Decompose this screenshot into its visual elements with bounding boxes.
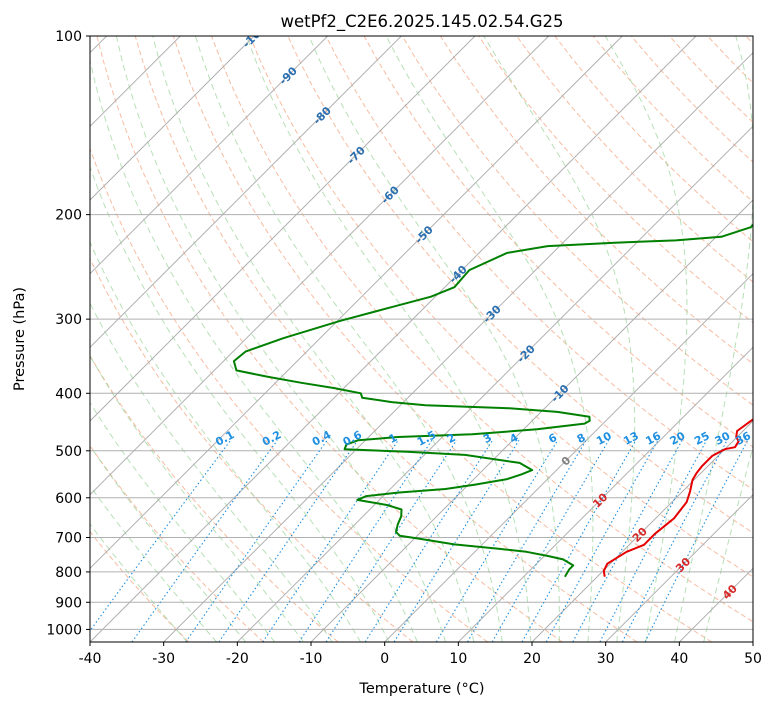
y-tick-label: 100 — [55, 29, 82, 45]
y-tick-label: 1000 — [46, 622, 82, 638]
x-axis-label: Temperature (°C) — [358, 681, 484, 697]
x-tick-label: 30 — [597, 651, 615, 667]
y-tick-label: 500 — [55, 444, 82, 460]
x-tick-label: 0 — [380, 651, 389, 667]
y-tick-label: 200 — [55, 208, 82, 224]
y-tick-label: 600 — [55, 491, 82, 507]
y-tick-label: 900 — [55, 595, 82, 611]
x-tick-label: 10 — [449, 651, 467, 667]
x-tick-label: 50 — [744, 651, 762, 667]
x-tick-label: 20 — [523, 651, 541, 667]
x-tick-label: -10 — [300, 651, 323, 667]
x-tick-label: -20 — [226, 651, 249, 667]
y-tick-label: 300 — [55, 312, 82, 328]
y-tick-label: 800 — [55, 565, 82, 581]
y-tick-label: 400 — [55, 386, 82, 402]
y-tick-label: 700 — [55, 531, 82, 547]
y-axis-label: Pressure (hPa) — [12, 287, 28, 391]
x-tick-label: 40 — [670, 651, 688, 667]
x-tick-label: -30 — [152, 651, 175, 667]
x-tick-label: -40 — [79, 651, 102, 667]
chart-title: wetPf2_C2E6.2025.145.02.54.G25 — [280, 12, 563, 32]
